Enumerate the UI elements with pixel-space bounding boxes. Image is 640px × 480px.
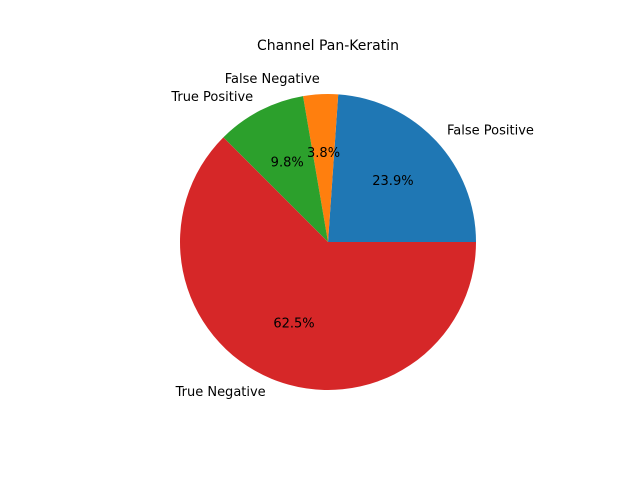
- slice-labels: False Positive False Negative True Positiv…: [170, 72, 534, 400]
- pie-slice-false-negative: [303, 94, 339, 243]
- slice-label-false-negative: False Negative: [225, 72, 320, 87]
- slice-label-false-positive: False Positive: [447, 123, 534, 138]
- percent-labels: 23.9% 3.8%9.8% 62.5%: [271, 146, 414, 332]
- chart-title: Channel Pan-Keratin: [257, 38, 399, 54]
- percent-label-false-negative: 3.8%: [307, 146, 340, 161]
- pie-slice-false-positive: [328, 94, 476, 242]
- pie-slice-true-positive: [223, 96, 328, 242]
- pie-slices: [180, 94, 476, 390]
- percent-label-true-positive: 9.8%: [271, 156, 304, 171]
- pie-slice-true-negative: [180, 137, 476, 390]
- percent-label-false-positive: 23.9%: [372, 174, 413, 189]
- slice-label-true-positive: True Positive: [170, 90, 253, 105]
- slice-label-true-negative: True Negative: [175, 385, 266, 400]
- percent-label-true-negative: 62.5%: [273, 317, 314, 332]
